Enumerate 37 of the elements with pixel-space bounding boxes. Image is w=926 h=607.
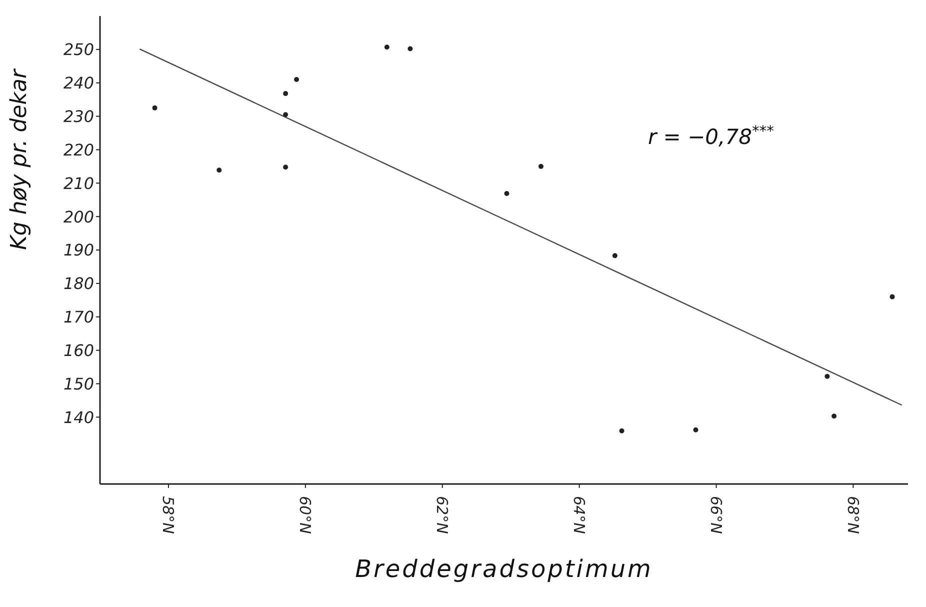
annotation: r = −0,78$^{***}$ xyxy=(648,122,774,149)
y-tick-label: 240 xyxy=(63,74,94,93)
point xyxy=(832,414,837,419)
point xyxy=(408,46,413,52)
point xyxy=(283,164,288,170)
point xyxy=(693,427,698,432)
point xyxy=(283,112,288,118)
point xyxy=(824,374,830,379)
x-tick-label: 68°N xyxy=(844,496,862,534)
y-tick-label: 230 xyxy=(63,106,94,126)
y-tick-label: 140 xyxy=(63,408,94,427)
y-tick-label: 160 xyxy=(63,340,94,360)
y-tick-label: 250 xyxy=(63,40,94,60)
x-tick-label: 62°N xyxy=(433,496,452,534)
point xyxy=(384,44,390,50)
y-tick-label: 220 xyxy=(63,140,94,160)
point xyxy=(216,168,222,173)
y-tick-label: 200 xyxy=(63,207,94,226)
y-axis-title: Kg høy pr. dekar xyxy=(6,68,32,250)
point xyxy=(619,428,624,434)
y-tick-label: 190 xyxy=(63,240,94,260)
point xyxy=(294,77,300,82)
point xyxy=(283,91,288,96)
point xyxy=(152,105,158,110)
y-tick-label: 150 xyxy=(63,374,94,394)
x-tick-label: 60°N xyxy=(296,496,314,534)
y-tick-label: 180 xyxy=(63,274,94,294)
point xyxy=(612,253,618,258)
y-tick-label: 170 xyxy=(63,308,94,327)
x-axis-title: Breddegradsoptimum xyxy=(355,555,653,583)
point xyxy=(538,164,544,169)
x-tick-label: 58°N xyxy=(159,496,178,534)
point xyxy=(890,294,895,300)
x-tick-label: 64°N xyxy=(570,496,588,534)
y-tick-label: 210 xyxy=(63,174,94,193)
point xyxy=(504,191,510,196)
x-tick-label: 66°N xyxy=(707,496,726,534)
